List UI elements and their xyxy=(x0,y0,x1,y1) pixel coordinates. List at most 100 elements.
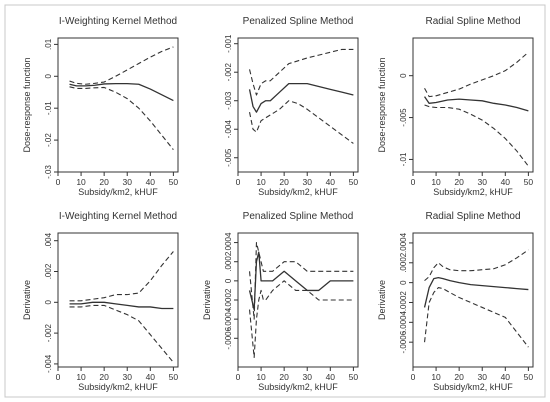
y-tick-label: -.005 xyxy=(224,148,233,167)
x-axis-label: Subsidy/km2, kHUF xyxy=(258,382,338,392)
x-axis-label: Subsidy/km2, kHUF xyxy=(78,187,158,197)
x-tick-label: 20 xyxy=(279,177,289,187)
figure-frame xyxy=(4,4,546,398)
y-tick-label: -.01 xyxy=(399,152,408,166)
x-tick-label: 0 xyxy=(56,372,61,382)
x-tick-label: 10 xyxy=(76,177,86,187)
y-tick-label: -.0002 xyxy=(224,288,233,311)
y-tick-label: -.005 xyxy=(399,108,408,127)
x-tick-label: 10 xyxy=(256,177,266,187)
y-tick-label: -.002 xyxy=(44,323,53,342)
y-tick-label: 0 xyxy=(399,73,408,78)
x-tick-label: 50 xyxy=(349,372,359,382)
chart-panel-2: Penalized Spline Method 0 10 20 30 40 50 Subsid… xyxy=(224,16,359,197)
x-tick-label: 20 xyxy=(99,177,109,187)
x-axis-label: Subsidy/km2, kHUF xyxy=(78,382,158,392)
y-tick-label: -.01 xyxy=(44,101,53,115)
chart-title: Penalized Spline Method xyxy=(243,16,354,27)
x-tick-label: 30 xyxy=(302,372,312,382)
chart-title: Penalized Spline Method xyxy=(243,211,354,222)
series-confidence-band-line-2 xyxy=(69,304,174,363)
y-tick-label: .01 xyxy=(44,38,53,50)
x-tick-label: 20 xyxy=(454,177,464,187)
chart-title: I-Weighting Kernel Method xyxy=(59,211,177,222)
y-tick-label: 0 xyxy=(399,280,408,285)
y-tick-label: -.001 xyxy=(224,34,233,53)
x-tick-label: 50 xyxy=(169,372,179,382)
y-tick-label: -.002 xyxy=(224,63,233,82)
x-tick-label: 10 xyxy=(431,177,441,187)
y-axis-label: Dose-response function xyxy=(377,57,387,152)
y-tick-label: .002 xyxy=(44,263,53,279)
y-tick-label: -.0006 xyxy=(399,330,408,353)
x-axis-label: Subsidy/km2, kHUF xyxy=(433,187,513,197)
x-tick-label: 0 xyxy=(56,177,61,187)
x-tick-label: 30 xyxy=(122,177,132,187)
x-tick-label: 0 xyxy=(411,177,416,187)
y-tick-label: -.02 xyxy=(44,133,53,147)
y-tick-label: 0 xyxy=(224,278,233,283)
y-tick-label: .0004 xyxy=(399,232,408,253)
y-tick-label: .004 xyxy=(44,232,53,248)
series-estimate-line xyxy=(424,96,529,112)
series-confidence-band-line-2 xyxy=(424,104,529,167)
chart-panel-6: Radial Spline Method 0 10 20 30 40 50 Subsidy/k… xyxy=(377,211,534,392)
y-tick-label: .0002 xyxy=(224,251,233,272)
y-axis-label: Dose-response function xyxy=(22,57,32,152)
x-tick-label: 40 xyxy=(326,372,336,382)
y-tick-label: -.004 xyxy=(44,354,53,373)
series-confidence-band-line-1 xyxy=(248,242,354,320)
x-tick-label: 50 xyxy=(524,177,534,187)
series-confidence-band-line-2 xyxy=(69,86,174,151)
x-axis-label: Subsidy/km2, kHUF xyxy=(258,187,338,197)
y-tick-label: -.03 xyxy=(44,165,53,179)
series-estimate-line xyxy=(423,277,529,308)
plot-area xyxy=(237,37,359,173)
y-tick-label: -.004 xyxy=(224,120,233,139)
y-tick-label: 0 xyxy=(44,74,53,79)
y-axis-label: Derivative xyxy=(22,280,32,320)
y-tick-label: .0004 xyxy=(224,232,233,253)
plot-area xyxy=(412,37,534,173)
series-estimate-line xyxy=(69,301,174,310)
series-confidence-band-line-1 xyxy=(69,251,174,302)
x-tick-label: 30 xyxy=(477,177,487,187)
x-tick-label: 20 xyxy=(454,372,464,382)
x-tick-label: 0 xyxy=(411,372,416,382)
chart-panel-1: I-Weighting Kernel Method 0 10 20 30 40 50 Subs… xyxy=(22,16,179,197)
x-tick-label: 50 xyxy=(349,177,359,187)
x-tick-label: 10 xyxy=(431,372,441,382)
series-confidence-band-line-2 xyxy=(249,100,354,144)
y-tick-label: .0002 xyxy=(399,252,408,273)
x-tick-label: 40 xyxy=(501,372,511,382)
series-estimate-line xyxy=(248,82,354,113)
chart-panel-5: Penalized Spline Method 0 10 20 30 40 50 Subsid… xyxy=(202,211,359,392)
x-tick-label: 30 xyxy=(477,372,487,382)
series-confidence-band-line-2 xyxy=(423,287,529,348)
x-tick-label: 50 xyxy=(169,177,179,187)
series-confidence-band-line-1 xyxy=(424,249,529,282)
plot-area xyxy=(412,232,534,368)
x-tick-label: 0 xyxy=(236,177,241,187)
chart-title: Radial Spline Method xyxy=(425,211,520,222)
y-tick-label: 0 xyxy=(44,300,53,305)
y-tick-label: -.0004 xyxy=(224,307,233,330)
chart-panel-4: I-Weighting Kernel Method 0 10 20 30 40 50 Subs… xyxy=(22,211,179,392)
chart-title: Radial Spline Method xyxy=(425,16,520,27)
x-tick-label: 30 xyxy=(302,177,312,187)
x-tick-label: 20 xyxy=(279,372,289,382)
x-tick-label: 30 xyxy=(122,372,132,382)
y-tick-label: -.0002 xyxy=(399,291,408,314)
plot-area xyxy=(57,37,179,173)
x-tick-label: 40 xyxy=(501,177,511,187)
x-tick-label: 10 xyxy=(256,372,266,382)
plot-area xyxy=(57,232,179,368)
x-tick-label: 10 xyxy=(76,372,86,382)
x-tick-label: 40 xyxy=(146,177,156,187)
y-tick-label: -.003 xyxy=(224,91,233,110)
chart-title: I-Weighting Kernel Method xyxy=(59,16,177,27)
y-axis-label: Derivative xyxy=(377,280,387,320)
x-tick-label: 40 xyxy=(326,177,336,187)
